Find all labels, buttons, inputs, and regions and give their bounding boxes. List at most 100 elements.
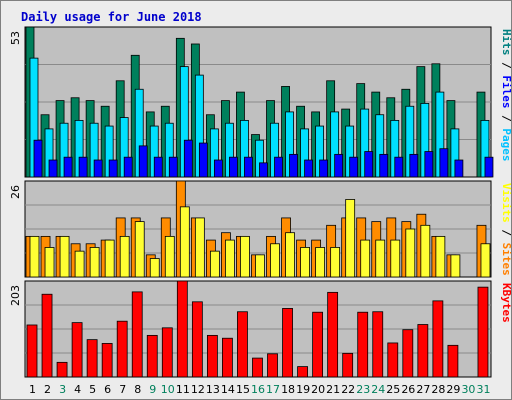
day-label-1: 1 [29,383,36,396]
bar-bot-kbytes-day-31 [477,286,489,378]
bar-bot-kbytes-day-10 [161,327,173,378]
bar-mid-sites-day-16 [255,254,265,278]
bar-mid-sites-day-22 [345,199,356,278]
bar-mid-sites-day-13 [209,250,220,278]
bar-bot-kbytes-day-4 [71,322,83,378]
bar-bot-kbytes-day-11 [176,280,188,378]
bar-mid-sites-day-10 [164,235,175,278]
bar-mid-sites-day-17 [270,243,280,278]
bar-bot-kbytes-day-28 [432,300,444,378]
bar-top-pages-day-27 [424,151,434,178]
bar-bot-kbytes-day-18 [282,308,293,378]
bar-bot-kbytes-day-8 [131,291,143,378]
bar-mid-sites-day-18 [285,232,295,278]
day-label-21: 21 [326,383,340,396]
y-max-label-mid: 26 [9,185,22,199]
bar-mid-sites-day-29 [450,254,461,278]
bar-top-pages-day-8 [138,145,148,178]
day-label-5: 5 [89,383,96,396]
bar-top-pages-day-28 [439,148,449,178]
day-label-3: 3 [59,383,66,396]
day-label-28: 28 [431,383,445,396]
bar-bot-kbytes-day-21 [327,291,339,378]
bar-top-pages-day-22 [349,156,359,178]
legend-separator: / [500,56,511,76]
bar-bot-kbytes-day-15 [237,311,248,378]
y-max-label-top: 53 [9,31,22,45]
legend-top: Hits / Files / Pages [500,29,511,162]
day-label-17: 17 [266,383,280,396]
bar-mid-sites-day-8 [134,221,145,278]
bar-mid-sites-day-12 [194,217,205,278]
bar-bot-kbytes-day-6 [101,343,113,378]
legend-mid: Visits / Sites [500,183,511,276]
day-label-2: 2 [44,383,51,396]
day-label-15: 15 [236,383,250,396]
day-label-26: 26 [401,383,415,396]
day-label-7: 7 [119,383,126,396]
bar-mid-sites-day-27 [420,224,431,278]
bar-top-pages-day-16 [259,162,268,178]
day-label-24: 24 [371,383,385,396]
bar-mid-sites-day-6 [104,239,115,278]
bar-mid-sites-day-2 [44,247,55,278]
legend-item-visits: Visits [500,183,511,223]
day-label-11: 11 [176,383,190,396]
bar-top-pages-day-29 [454,159,464,178]
bar-mid-sites-day-24 [375,239,386,278]
day-label-8: 8 [134,383,141,396]
bar-bot-kbytes-day-1 [26,324,38,378]
bar-bot-kbytes-day-22 [342,352,354,378]
bar-mid-sites-day-14 [225,239,235,278]
bar-top-pages-day-21 [334,153,344,178]
legend-item-hits: Hits [500,29,511,56]
day-label-13: 13 [206,383,220,396]
chart-title: Daily usage for June 2018 [21,10,202,24]
bar-top-pages-day-14 [229,156,238,178]
bar-bot-kbytes-day-9 [146,334,158,378]
bar-top-pages-day-19 [304,159,313,178]
bar-mid-sites-day-5 [89,247,100,278]
bar-mid-sites-day-15 [240,235,250,278]
legend-separator: / [500,223,511,243]
bar-bot-kbytes-day-5 [86,339,98,378]
bar-mid-sites-day-3 [59,235,70,278]
bar-top-pages-day-4 [78,156,88,178]
bar-bot-kbytes-day-2 [41,293,53,378]
legend-separator: / [500,109,511,129]
bar-bot-kbytes-day-16 [252,357,263,378]
day-label-31: 31 [476,383,490,396]
day-label-27: 27 [416,383,430,396]
day-label-18: 18 [281,383,295,396]
bar-top-pages-day-24 [379,153,389,178]
bar-mid-sites-day-7 [119,235,130,278]
day-label-4: 4 [74,383,81,396]
bar-bot-kbytes-day-17 [267,353,278,378]
legend-item-pages: Pages [500,128,511,161]
bar-top-pages-day-2 [48,159,58,178]
bar-bot-kbytes-day-3 [56,361,68,378]
bar-mid-sites-day-4 [74,250,85,278]
bar-top-pages-day-25 [394,156,404,178]
bar-mid-sites-day-28 [435,235,446,278]
bar-top-pages-day-10 [168,156,178,178]
bar-mid-sites-day-25 [390,239,401,278]
bar-top-pages-day-6 [108,159,118,178]
bar-bot-kbytes-day-27 [417,324,429,378]
bar-bot-kbytes-day-25 [387,342,399,378]
bar-bot-kbytes-day-23 [357,311,369,378]
day-label-22: 22 [341,383,355,396]
bar-bot-kbytes-day-29 [447,344,459,378]
bar-top-pages-day-9 [153,156,163,178]
bar-bot-kbytes-day-20 [312,311,324,378]
bar-top-pages-day-1 [33,139,43,178]
bar-mid-sites-day-19 [300,247,310,278]
bar-top-pages-day-15 [244,156,253,178]
legend-bot: KBytes [500,283,511,323]
bar-bot-kbytes-day-12 [191,301,203,378]
bar-bot-kbytes-day-13 [206,334,218,378]
bar-mid-sites-day-11 [179,206,190,278]
day-label-29: 29 [446,383,460,396]
